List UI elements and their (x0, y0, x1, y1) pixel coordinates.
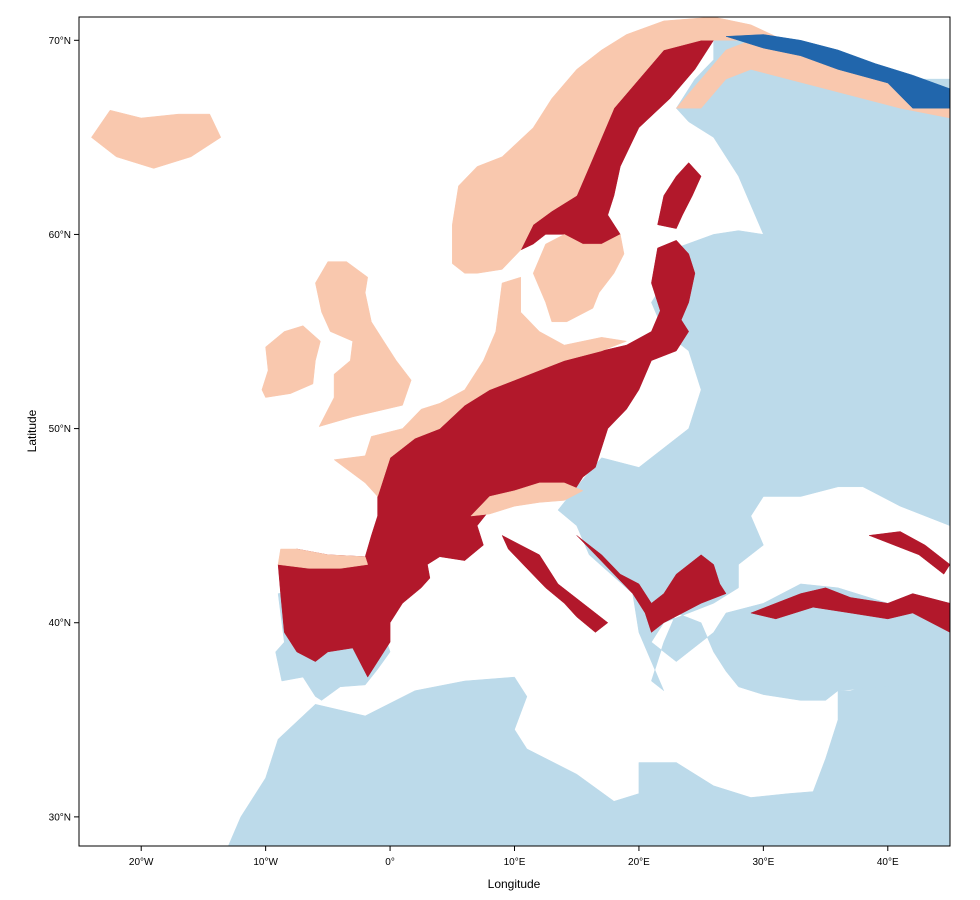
region-peach-iberia-north (277, 548, 369, 569)
region-peach-british-isles (315, 261, 412, 428)
x-tick-label: 40°E (877, 857, 899, 868)
x-tick-label: 10°E (504, 857, 526, 868)
x-tick-label: 0° (385, 857, 395, 868)
region-dark-red-italy (501, 534, 609, 633)
x-tick-label: 30°E (752, 857, 774, 868)
region-peach-alps (470, 482, 584, 517)
region-dark-red-baltic (651, 240, 696, 332)
map-regions (91, 16, 951, 847)
region-peach-sweden-south (532, 234, 625, 323)
x-tick-label: 20°W (129, 857, 154, 868)
x-axis-title: Longitude (488, 877, 541, 891)
x-axis-ticks: 20°W 10°W 0° 10°E 20°E 30°E 40°E (129, 846, 899, 868)
y-tick-label: 70°N (49, 36, 71, 47)
y-axis-ticks: 30°N 40°N 50°N 60°N 70°N (49, 36, 79, 823)
y-tick-label: 60°N (49, 230, 71, 241)
region-dark-red-caucasus (869, 531, 951, 575)
x-tick-label: 20°E (628, 857, 650, 868)
region-peach-ireland (261, 325, 321, 398)
region-dark-red-balkans (576, 535, 727, 633)
region-light-blue-africa (227, 676, 951, 847)
y-tick-label: 30°N (49, 812, 71, 823)
y-axis-title: Latitude (25, 409, 39, 452)
y-tick-label: 50°N (49, 424, 71, 435)
region-peach-iceland (91, 109, 222, 169)
region-peach-france-north (333, 276, 628, 497)
y-tick-label: 40°N (49, 618, 71, 629)
x-tick-label: 10°W (253, 857, 278, 868)
region-dark-red-finland (657, 162, 702, 229)
